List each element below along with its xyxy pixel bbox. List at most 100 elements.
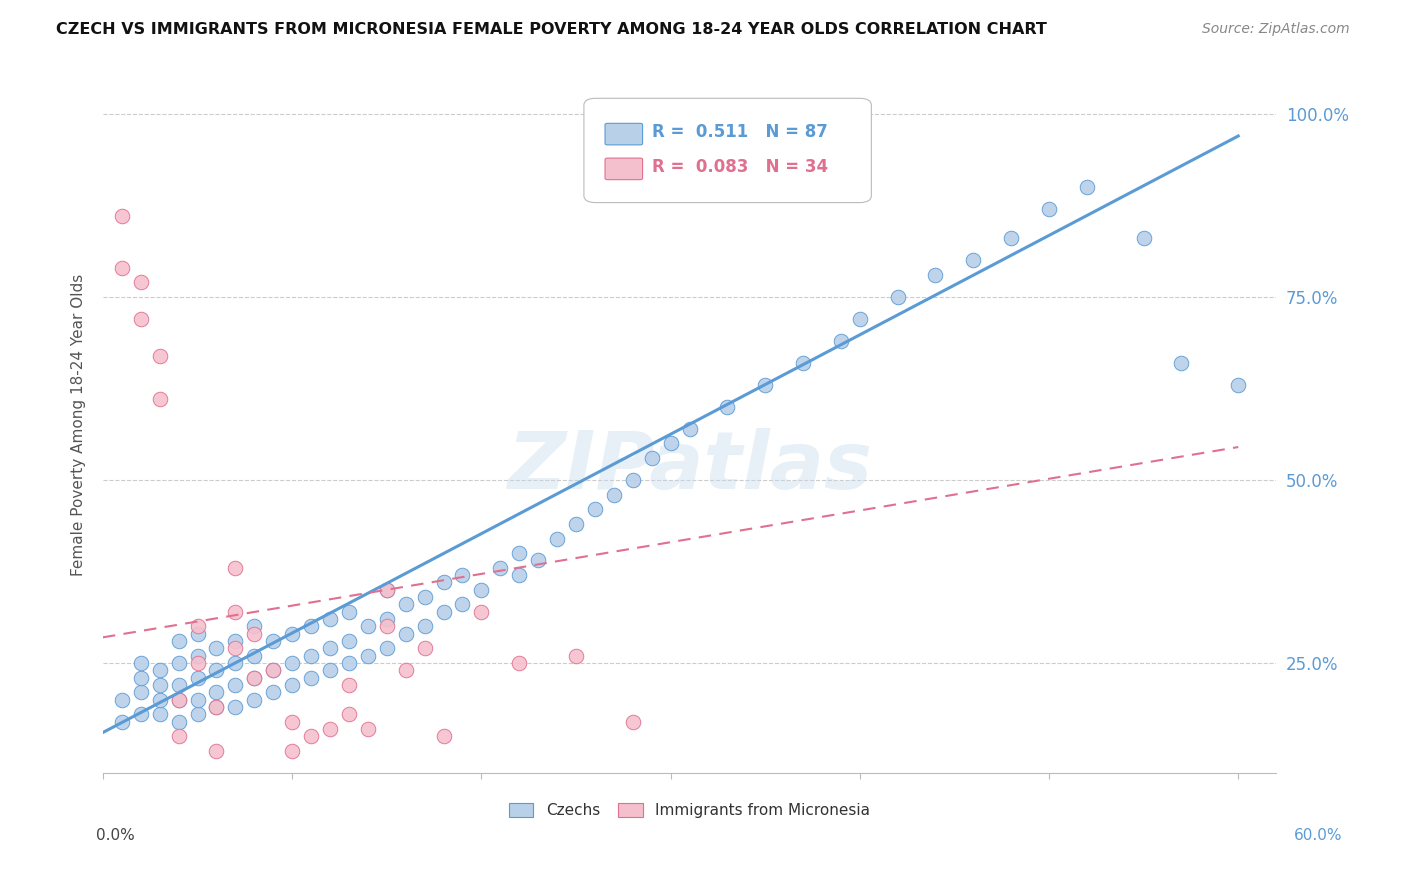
Point bbox=[451, 568, 474, 582]
Point bbox=[621, 714, 644, 729]
Point bbox=[375, 612, 398, 626]
Point bbox=[621, 473, 644, 487]
Point bbox=[205, 663, 228, 677]
Point bbox=[111, 692, 134, 706]
Point bbox=[149, 663, 172, 677]
Point bbox=[395, 663, 418, 677]
Point bbox=[470, 605, 492, 619]
FancyBboxPatch shape bbox=[605, 158, 643, 179]
Point bbox=[205, 699, 228, 714]
Point bbox=[129, 312, 152, 326]
Point bbox=[546, 532, 568, 546]
Point bbox=[224, 699, 246, 714]
Point bbox=[167, 656, 190, 670]
Point bbox=[508, 568, 530, 582]
Point bbox=[129, 656, 152, 670]
FancyBboxPatch shape bbox=[605, 123, 643, 145]
Point bbox=[243, 692, 266, 706]
Point bbox=[224, 678, 246, 692]
Point bbox=[243, 671, 266, 685]
Point bbox=[792, 356, 814, 370]
Point bbox=[678, 422, 700, 436]
Text: Source: ZipAtlas.com: Source: ZipAtlas.com bbox=[1202, 22, 1350, 37]
Point bbox=[243, 619, 266, 633]
Legend: Czechs, Immigrants from Micronesia: Czechs, Immigrants from Micronesia bbox=[503, 797, 876, 824]
Text: 60.0%: 60.0% bbox=[1295, 828, 1343, 843]
Point bbox=[129, 276, 152, 290]
Point bbox=[375, 619, 398, 633]
Point bbox=[337, 707, 360, 722]
Point bbox=[167, 634, 190, 648]
Point bbox=[167, 692, 190, 706]
Point bbox=[849, 312, 872, 326]
Point bbox=[319, 641, 342, 656]
Point bbox=[432, 605, 454, 619]
Point bbox=[167, 692, 190, 706]
Point bbox=[205, 699, 228, 714]
Point bbox=[375, 582, 398, 597]
Point bbox=[281, 626, 304, 640]
Point bbox=[111, 210, 134, 224]
Point bbox=[129, 707, 152, 722]
Point bbox=[224, 605, 246, 619]
Point bbox=[319, 663, 342, 677]
Point bbox=[451, 598, 474, 612]
Point bbox=[186, 619, 208, 633]
Point bbox=[375, 641, 398, 656]
Point bbox=[129, 685, 152, 699]
Point bbox=[262, 663, 284, 677]
Point bbox=[1000, 231, 1022, 245]
Point bbox=[149, 392, 172, 407]
Point bbox=[243, 626, 266, 640]
Point bbox=[167, 678, 190, 692]
Point bbox=[129, 671, 152, 685]
Point bbox=[224, 561, 246, 575]
Point bbox=[565, 516, 588, 531]
Point bbox=[357, 648, 380, 663]
Point bbox=[319, 612, 342, 626]
Point bbox=[262, 685, 284, 699]
Point bbox=[962, 253, 984, 268]
Point bbox=[149, 707, 172, 722]
Point bbox=[205, 641, 228, 656]
Point bbox=[357, 619, 380, 633]
Point bbox=[395, 626, 418, 640]
Point bbox=[1076, 180, 1098, 194]
Point bbox=[243, 648, 266, 663]
Point bbox=[583, 502, 606, 516]
Point bbox=[659, 436, 682, 450]
Point bbox=[489, 561, 512, 575]
Point bbox=[432, 729, 454, 743]
Point bbox=[186, 648, 208, 663]
Point bbox=[1132, 231, 1154, 245]
Point bbox=[299, 648, 322, 663]
Point bbox=[716, 400, 738, 414]
Point bbox=[337, 656, 360, 670]
Point bbox=[470, 582, 492, 597]
Point bbox=[565, 648, 588, 663]
Point bbox=[527, 553, 550, 567]
Point bbox=[299, 671, 322, 685]
Text: R =  0.511   N = 87: R = 0.511 N = 87 bbox=[652, 123, 828, 141]
Point bbox=[395, 598, 418, 612]
Point bbox=[224, 641, 246, 656]
Text: ZIPatlas: ZIPatlas bbox=[508, 428, 872, 506]
Point bbox=[508, 656, 530, 670]
Point bbox=[111, 714, 134, 729]
Point bbox=[186, 671, 208, 685]
Point bbox=[508, 546, 530, 560]
Point bbox=[924, 268, 946, 282]
Point bbox=[337, 678, 360, 692]
Point bbox=[224, 634, 246, 648]
Point bbox=[111, 260, 134, 275]
Point bbox=[357, 722, 380, 736]
Point bbox=[413, 619, 436, 633]
Text: 0.0%: 0.0% bbox=[96, 828, 135, 843]
Point bbox=[319, 722, 342, 736]
Point bbox=[149, 349, 172, 363]
Point bbox=[375, 582, 398, 597]
Point bbox=[224, 656, 246, 670]
Point bbox=[299, 619, 322, 633]
Point bbox=[262, 634, 284, 648]
Point bbox=[281, 714, 304, 729]
